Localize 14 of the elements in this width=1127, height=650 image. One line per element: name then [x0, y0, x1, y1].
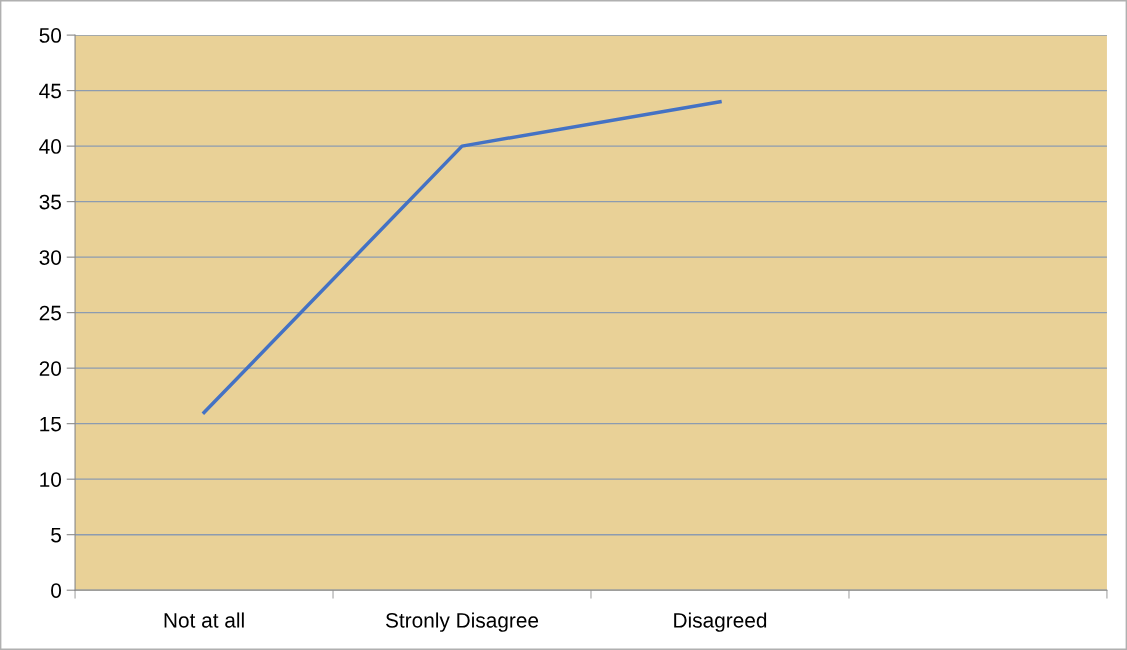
y-tick-label: 35: [39, 194, 61, 210]
x-tick-label: Not at all: [164, 612, 244, 628]
y-tick-label: 15: [40, 416, 61, 432]
y-tick-label: 0: [51, 583, 62, 598]
y-tick-label: 25: [39, 305, 61, 321]
y-tick-label: 40: [39, 139, 62, 154]
y-tick-label: 10: [40, 472, 62, 487]
x-tick-label: Disagreed: [674, 612, 767, 632]
y-tick-label: 5: [51, 527, 61, 543]
y-tick-label: 50: [39, 28, 62, 43]
y-tick-label: 45: [39, 83, 61, 99]
y-tick-label: 30: [39, 250, 62, 265]
x-tick-label: Stronly Disagree: [385, 612, 539, 632]
y-tick-label: 20: [39, 361, 62, 376]
